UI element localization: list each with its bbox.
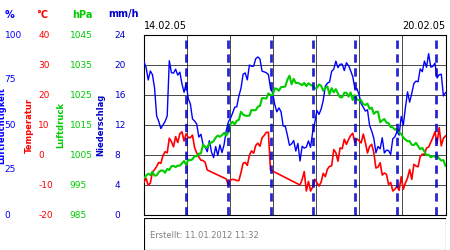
Text: 40: 40 — [38, 30, 50, 40]
Text: 25: 25 — [4, 166, 16, 174]
Text: Temperatur: Temperatur — [25, 98, 34, 152]
Text: 30: 30 — [38, 60, 50, 70]
Text: 20: 20 — [38, 90, 50, 100]
Text: 995: 995 — [70, 180, 87, 190]
FancyBboxPatch shape — [144, 218, 445, 250]
Text: Niederschlag: Niederschlag — [97, 94, 106, 156]
Text: 16: 16 — [115, 90, 126, 100]
Text: 1025: 1025 — [70, 90, 93, 100]
Text: 1005: 1005 — [70, 150, 93, 160]
Text: -10: -10 — [38, 180, 53, 190]
Text: Luftfeuchtigkeit: Luftfeuchtigkeit — [0, 86, 7, 164]
Text: %: % — [4, 10, 14, 20]
Text: 985: 985 — [70, 210, 87, 220]
Text: 20.02.05: 20.02.05 — [402, 22, 446, 32]
Text: mm/h: mm/h — [108, 10, 139, 20]
Text: 8: 8 — [115, 150, 121, 160]
Text: 14.02.05: 14.02.05 — [144, 22, 187, 32]
Text: hPa: hPa — [72, 10, 92, 20]
Text: 75: 75 — [4, 76, 16, 84]
Text: 100: 100 — [4, 30, 22, 40]
Text: 0: 0 — [38, 150, 44, 160]
Text: 24: 24 — [115, 30, 126, 40]
Text: 0: 0 — [4, 210, 10, 220]
Text: 50: 50 — [4, 120, 16, 130]
Text: -20: -20 — [38, 210, 53, 220]
Text: 10: 10 — [38, 120, 50, 130]
Text: Luftdruck: Luftdruck — [56, 102, 65, 148]
Text: °C: °C — [36, 10, 48, 20]
Text: 20: 20 — [115, 60, 126, 70]
Text: 1035: 1035 — [70, 60, 93, 70]
Text: 1015: 1015 — [70, 120, 93, 130]
Text: 1045: 1045 — [70, 30, 93, 40]
Text: 0: 0 — [115, 210, 121, 220]
Text: 12: 12 — [115, 120, 126, 130]
Text: 4: 4 — [115, 180, 121, 190]
Text: Erstellt: 11.01.2012 11:32: Erstellt: 11.01.2012 11:32 — [150, 231, 259, 240]
